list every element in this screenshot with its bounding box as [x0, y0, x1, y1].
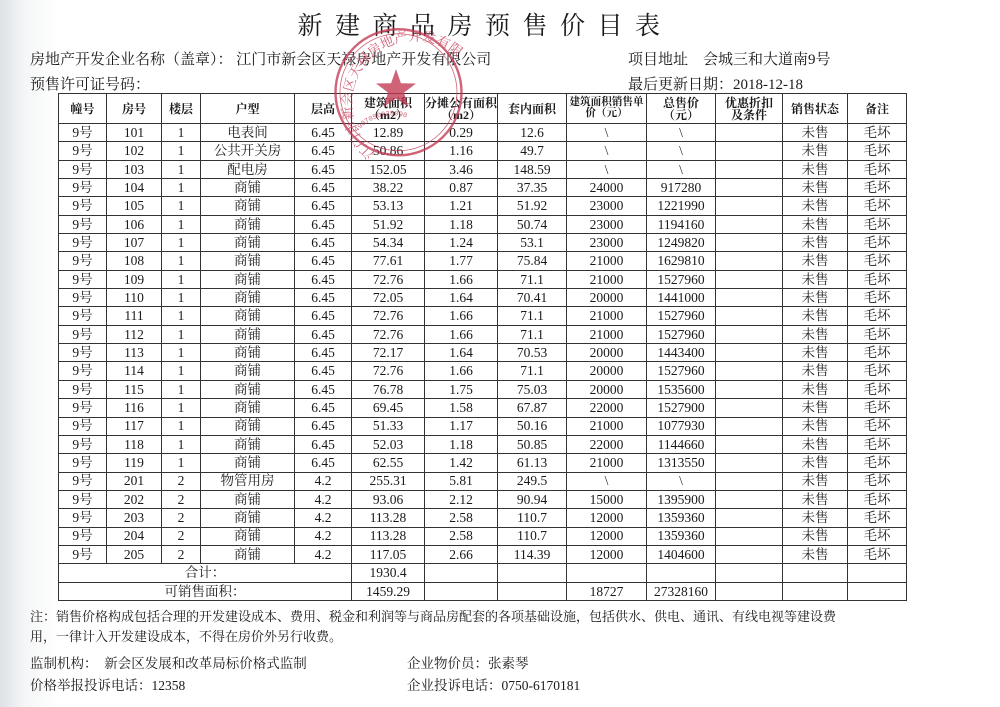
- svg-text:4907050223090: 4907050223090: [353, 110, 408, 134]
